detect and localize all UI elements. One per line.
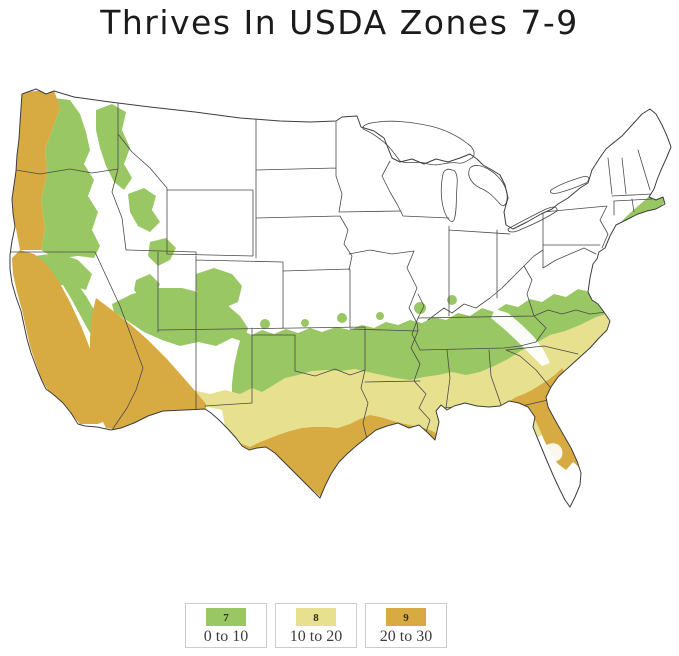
gulf-bay-white [457,427,463,433]
legend-item-zone7: 7 0 to 10 [185,603,267,648]
appalachian-white-gap [491,309,550,366]
gulf-bay-white [445,425,451,431]
legend-item-zone8: 8 10 to 20 [275,603,357,648]
zone8-swatch-color [296,608,336,626]
zone9-california-valley [12,250,116,424]
zone7-number: 7 [223,612,229,624]
zone7-nevada-patch-2 [148,238,176,266]
zone8-swatch: 8 [296,608,336,626]
usda-zone-map [0,58,679,598]
zone9-number: 9 [403,612,409,624]
zone7-speckle [414,302,426,314]
legend-item-zone9: 9 20 to 30 [365,603,447,648]
zone7-speckle [376,312,384,320]
zone7-speckle [301,319,309,327]
page-title: Thrives In USDA Zones 7-9 [100,3,579,42]
zone7-range-label: 0 to 10 [203,628,249,645]
zone8-range-label: 10 to 20 [289,628,343,645]
usa-map-svg [9,88,672,508]
zone7-speckle [260,319,270,329]
lake-michigan [440,168,458,222]
zone9-range-label: 20 to 30 [379,628,433,645]
zone7-nevada-patch-1 [128,188,160,232]
lake-superior [362,120,475,166]
zone7-swatch-color [206,608,246,626]
zone7-pacific-northwest [41,98,100,258]
zone9-band [205,368,590,498]
state-borders-west [10,101,431,444]
legend: 7 0 to 10 8 10 to 20 9 20 to 30 [185,603,447,648]
zone7-speckle [337,313,347,323]
zone7-speckle [447,295,457,305]
zone7-swatch: 7 [206,608,246,626]
zone7-southwest-highlands [112,288,248,346]
zone9-arizona-desert [90,298,206,430]
zone9-swatch: 9 [386,608,426,626]
florida-white-patch [543,443,563,462]
zone9-pacific-coast-strip [12,90,60,250]
zone7-idaho-patches [96,104,132,190]
us-outline [9,88,672,508]
zone8-number: 8 [313,612,319,624]
lake-huron [468,165,508,207]
lake-ontario [550,176,590,194]
zone9-swatch-color [386,608,426,626]
